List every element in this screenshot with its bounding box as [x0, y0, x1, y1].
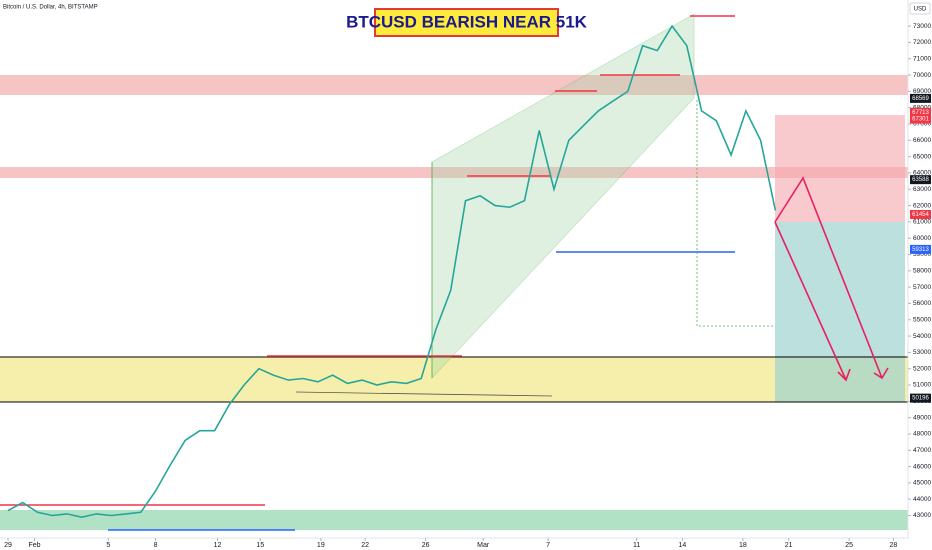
forecast-arrow: [774, 221, 847, 381]
y-tick-label: 49000: [913, 414, 931, 421]
y-tick-label: 47000: [913, 447, 931, 454]
y-tick-label: 63000: [913, 186, 931, 193]
price-badge: [910, 93, 931, 103]
x-tick-label: 7: [546, 542, 550, 549]
x-tick-label: 18: [739, 542, 747, 549]
x-tick-label: 25: [845, 542, 853, 549]
price-line: [7, 24, 777, 519]
y-tick-label: 43000: [913, 512, 931, 519]
price-badge: [910, 107, 931, 117]
x-tick-label: 5: [106, 542, 110, 549]
x-tick-label: 21: [785, 542, 793, 549]
price-badge-label: 63588: [912, 177, 929, 183]
y-tick-label: 46000: [913, 463, 931, 470]
y-tick-label: 44000: [913, 496, 931, 503]
y-tick-label: 70000: [913, 72, 931, 79]
price-badge: [910, 244, 931, 254]
currency-button[interactable]: [909, 2, 931, 15]
x-tick-label: 19: [317, 542, 325, 549]
x-tick-label: 22: [361, 542, 369, 549]
x-tick-label: 12: [214, 542, 222, 549]
arrow-head: [837, 368, 851, 382]
forecast-arrow: [774, 176, 883, 379]
resistance-zone: [0, 75, 908, 95]
y-tick-label: 72000: [913, 39, 931, 46]
y-tick-label: 67000: [913, 121, 931, 128]
y-tick-label: 65000: [913, 153, 931, 160]
price-badge: [910, 175, 931, 185]
time-axis: [0, 538, 908, 550]
price-badge: [910, 114, 931, 124]
x-tick-label: 29: [4, 542, 12, 549]
y-tick-label: 45000: [913, 480, 931, 487]
y-tick-label: 59000: [913, 251, 931, 258]
price-badge-label: 61454: [912, 212, 929, 218]
y-tick-label: 54000: [913, 333, 931, 340]
resistance-zone: [0, 167, 908, 178]
support-zone: [0, 357, 908, 402]
price-badge: [910, 393, 931, 403]
y-tick-label: 51000: [913, 382, 931, 389]
trend-line: [295, 391, 553, 397]
price-badge-label: 67301: [912, 117, 929, 123]
y-tick-label: 66000: [913, 137, 931, 144]
x-tick-label: 14: [679, 542, 687, 549]
y-tick-label: 64000: [913, 170, 931, 177]
y-tick-label: 69000: [913, 88, 931, 95]
y-tick-label: 71000: [913, 55, 931, 62]
projection: [696, 100, 775, 327]
demand-zone: [0, 510, 908, 530]
x-tick-label: Mar: [477, 542, 490, 549]
target-box: [775, 222, 905, 402]
x-tick-label: 15: [256, 542, 264, 549]
price-badge-label: 50196: [912, 396, 929, 402]
y-tick-label: 62000: [913, 202, 931, 209]
title-box: [374, 8, 559, 37]
x-tick-label: 11: [633, 542, 640, 549]
price-badge: [910, 209, 931, 219]
chart-title: BTCUSD BEARISH NEAR 51K: [346, 12, 588, 31]
stop-box: [775, 115, 905, 222]
x-tick-label: 8: [154, 542, 158, 549]
price-badge-label: 59313: [912, 247, 929, 253]
y-tick-label: 52000: [913, 365, 931, 372]
y-tick-label: 53000: [913, 349, 931, 356]
y-tick-label: 73000: [913, 23, 931, 30]
x-tick-label: 28: [890, 542, 898, 549]
symbol-header: Bitcoin / U.S. Dollar, 4h, BITSTAMP: [3, 5, 98, 11]
arrow-head: [873, 367, 889, 380]
price-badge-label: 67713: [912, 110, 929, 116]
price-axis: [908, 0, 932, 550]
x-tick-label: Feb: [29, 542, 41, 549]
y-tick-label: 48000: [913, 431, 931, 438]
y-tick-label: 57000: [913, 284, 931, 291]
y-tick-label: 61000: [913, 219, 931, 226]
price-badge-label: 68569: [912, 96, 929, 102]
currency-label[interactable]: USD: [914, 7, 927, 13]
x-tick-label: 26: [422, 542, 430, 549]
y-tick-label: 56000: [913, 300, 931, 307]
y-tick-label: 55000: [913, 316, 931, 323]
y-tick-label: 60000: [913, 235, 931, 242]
y-tick-label: 58000: [913, 268, 931, 275]
